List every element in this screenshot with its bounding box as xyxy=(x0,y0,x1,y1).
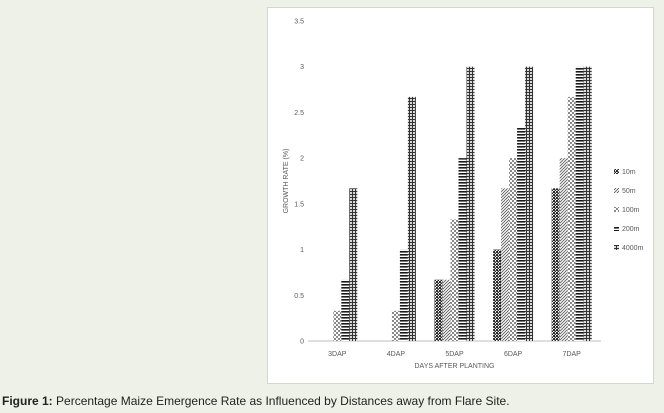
y-tick-label: 2 xyxy=(300,156,304,163)
bar-50m-5DAP xyxy=(442,279,451,341)
caption-label: Figure 1: xyxy=(2,394,53,408)
y-tick-label: 0.5 xyxy=(294,293,304,300)
legend-swatch xyxy=(614,207,619,212)
x-tick-label: 7DAP xyxy=(563,351,582,358)
bar-chart: 0 0.5 1 1.5 2 2.5 3 3.5 3DAP 4DAP 5DAP 6DAP 7DAP GR… xyxy=(283,19,644,371)
bar-100m-5DAP xyxy=(450,219,459,341)
bar-4000m-6DAP xyxy=(525,66,534,341)
y-tick-label: 1.5 xyxy=(294,201,304,208)
legend-label: 100m xyxy=(622,207,640,214)
x-tick-label: 5DAP xyxy=(445,351,464,358)
bar-10m-5DAP xyxy=(434,279,443,341)
bar-4000m-5DAP xyxy=(466,66,475,341)
bar-200m-5DAP xyxy=(458,158,467,341)
bar-4000m-4DAP xyxy=(407,96,416,341)
legend-label: 200m xyxy=(622,226,640,233)
legend-label: 50m xyxy=(622,188,636,195)
legend-swatch xyxy=(614,169,619,174)
y-tick-label: 3 xyxy=(300,64,304,71)
y-tick-label: 2.5 xyxy=(294,110,304,117)
y-tick-label: 0 xyxy=(300,339,304,346)
bar-10m-6DAP xyxy=(493,249,502,341)
y-tick-label: 1 xyxy=(300,247,304,254)
bar-4000m-3DAP xyxy=(349,188,358,341)
y-axis-title: GROWTH RATE (%) xyxy=(283,149,290,214)
legend-label: 10m xyxy=(622,169,636,176)
y-axis-ticks: 0 0.5 1 1.5 2 2.5 3 3.5 xyxy=(294,19,304,346)
bar-100m-4DAP xyxy=(391,310,400,341)
bar-50m-7DAP xyxy=(559,158,568,341)
bar-200m-6DAP xyxy=(517,127,526,341)
figure-caption: Figure 1: Percentage Maize Emergence Rat… xyxy=(2,394,662,408)
legend-swatch xyxy=(614,188,619,193)
bar-100m-3DAP xyxy=(333,310,342,341)
x-tick-label: 6DAP xyxy=(504,351,523,358)
bar-200m-3DAP xyxy=(341,279,350,341)
x-axis-ticks: 3DAP 4DAP 5DAP 6DAP 7DAP xyxy=(328,351,581,358)
bar-100m-6DAP xyxy=(509,158,518,341)
bars xyxy=(333,66,592,341)
bar-200m-4DAP xyxy=(399,249,408,341)
bar-200m-7DAP xyxy=(575,66,584,341)
chart-panel: 0 0.5 1 1.5 2 2.5 3 3.5 3DAP 4DAP 5DAP 6DAP 7DAP GR… xyxy=(267,7,654,384)
x-tick-label: 3DAP xyxy=(328,351,347,358)
legend-label: 4000m xyxy=(622,245,644,252)
legend-swatch xyxy=(614,226,619,231)
bar-50m-6DAP xyxy=(501,188,510,341)
bar-10m-7DAP xyxy=(551,188,560,341)
bar-4000m-7DAP xyxy=(583,66,592,341)
y-tick-label: 3.5 xyxy=(294,19,304,26)
legend-swatch xyxy=(614,245,619,250)
caption-text: Percentage Maize Emergence Rate as Influ… xyxy=(56,394,510,408)
bar-100m-7DAP xyxy=(567,96,576,341)
x-tick-label: 4DAP xyxy=(387,351,406,358)
x-axis-title: DAYS AFTER PLANTING xyxy=(415,363,495,370)
legend: 10m 50m 100m 200m 4000m xyxy=(614,169,644,252)
